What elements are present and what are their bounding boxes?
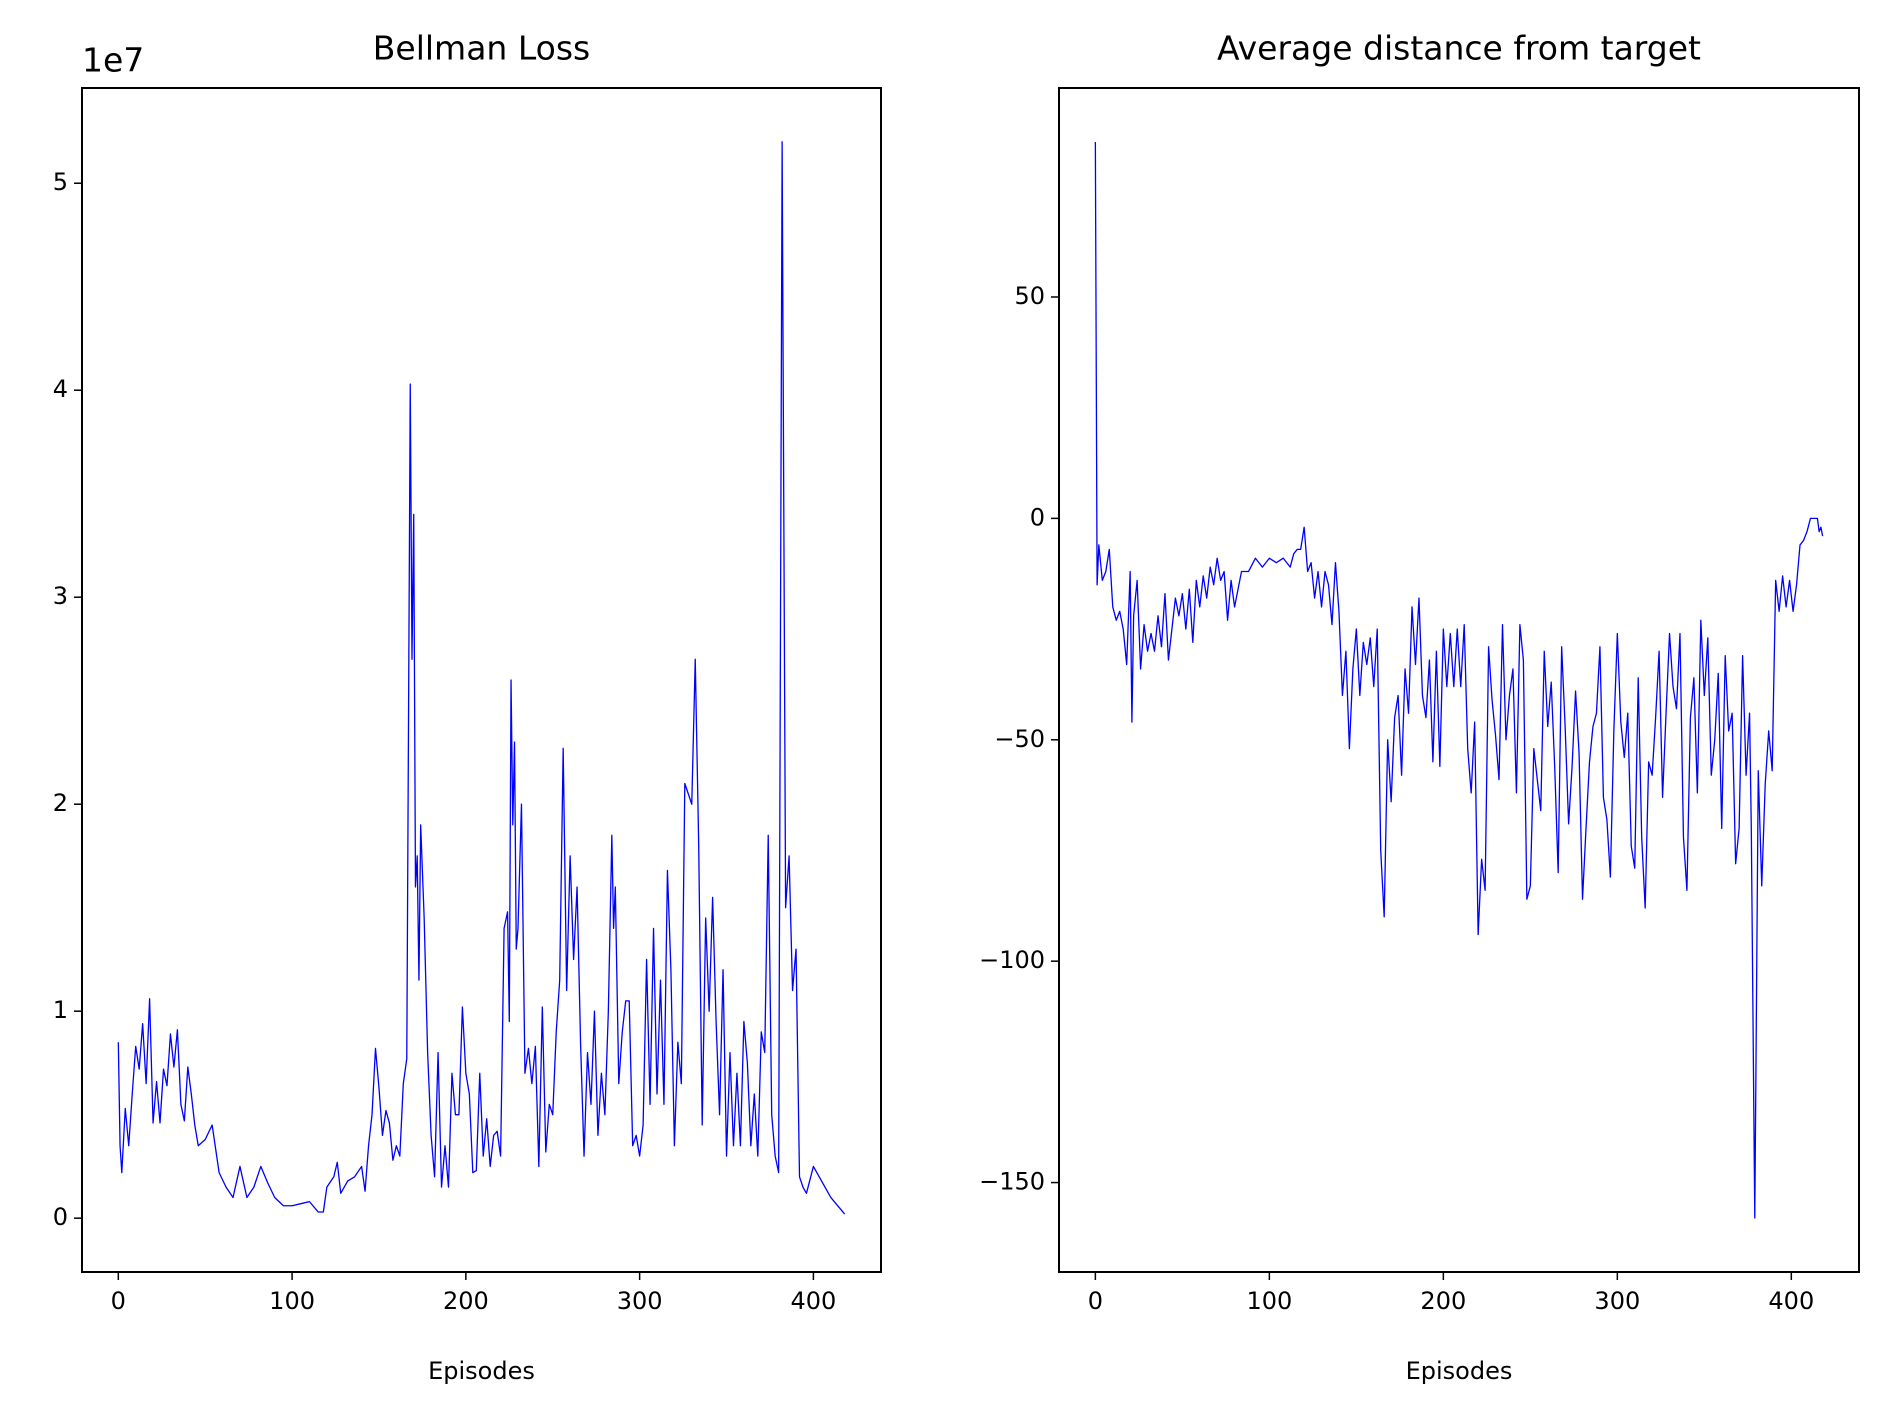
x-tick-label: 0 <box>1088 1287 1103 1315</box>
y-tick-label: 1 <box>53 996 68 1024</box>
y-tick-label: −100 <box>979 946 1045 974</box>
x-tick-label: 100 <box>269 1287 315 1315</box>
axes-frame <box>1058 87 1860 1273</box>
y-tick-label: −50 <box>994 725 1045 753</box>
x-tick-label: 200 <box>1420 1287 1466 1315</box>
y-tick-label: 0 <box>1030 503 1045 531</box>
y-tick-label: 2 <box>53 789 68 817</box>
data-line <box>117 141 846 1215</box>
y-tick-label: 0 <box>53 1203 68 1231</box>
x-axis-label: Episodes <box>428 1357 535 1385</box>
x-tick-label: 400 <box>1768 1287 1814 1315</box>
x-tick-label: 400 <box>790 1287 836 1315</box>
y-tick-label: 3 <box>53 582 68 610</box>
y-tick-label: 5 <box>53 168 68 196</box>
offset-label: 1e7 <box>82 41 144 80</box>
x-tick-label: 200 <box>443 1287 489 1315</box>
x-tick-label: 300 <box>617 1287 663 1315</box>
chart-title: Bellman Loss <box>373 29 590 68</box>
y-tick-label: 4 <box>53 375 68 403</box>
x-tick-label: 0 <box>111 1287 126 1315</box>
x-tick-label: 100 <box>1246 1287 1292 1315</box>
y-tick-label: −150 <box>979 1168 1045 1196</box>
axes-frame <box>81 87 882 1273</box>
y-tick-label: 50 <box>1014 282 1045 310</box>
x-tick-label: 300 <box>1594 1287 1640 1315</box>
chart-title: Average distance from target <box>1217 29 1701 68</box>
data-line <box>1094 142 1824 1219</box>
x-axis-label: Episodes <box>1406 1357 1513 1385</box>
